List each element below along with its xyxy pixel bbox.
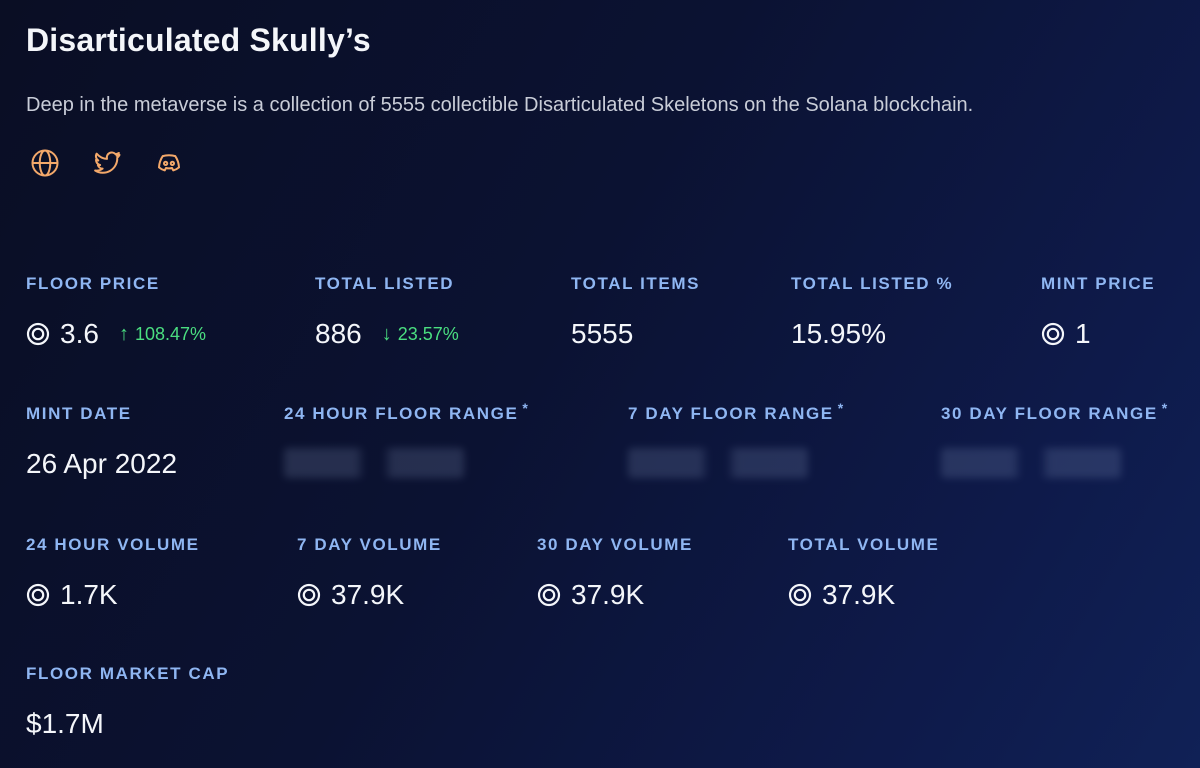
- stat-label: TOTAL LISTED: [315, 274, 455, 293]
- stat-mint-price: MINT PRICE 1: [1041, 274, 1155, 350]
- arrow-up-icon: ↑: [118, 322, 129, 345]
- total-items-value: 5555: [571, 318, 634, 349]
- total-listed-value: 886: [315, 318, 362, 349]
- stat-floor-range-30d: 30 DAY FLOOR RANGE *: [941, 400, 1169, 478]
- blurred-value: [628, 448, 808, 478]
- stat-floor-range-24h: 24 HOUR FLOOR RANGE *: [284, 400, 530, 478]
- volume-30d-value: 37.9K: [571, 579, 645, 610]
- stat-label: MINT DATE: [26, 404, 132, 423]
- social-links: [28, 146, 186, 180]
- total-listed-change: ↓ 23.57%: [382, 323, 459, 346]
- stat-volume-30d: 30 DAY VOLUME 37.9K: [537, 535, 693, 611]
- solana-icon: [26, 322, 50, 346]
- floor-market-cap-value: $1.7M: [26, 708, 104, 739]
- globe-icon: [31, 149, 59, 177]
- volume-7d-value: 37.9K: [331, 579, 405, 610]
- stat-label: FLOOR MARKET CAP: [26, 664, 230, 683]
- twitter-icon: [94, 151, 121, 174]
- stat-label: TOTAL VOLUME: [788, 535, 940, 554]
- stat-floor-price: FLOOR PRICE 3.6 ↑ 108.47%: [26, 274, 206, 350]
- volume-total-value: 37.9K: [822, 579, 896, 610]
- discord-link[interactable]: [152, 146, 186, 180]
- stat-total-items: TOTAL ITEMS 5555: [571, 274, 700, 350]
- stat-volume-total: TOTAL VOLUME 37.9K: [788, 535, 939, 611]
- stat-value: 1: [1041, 318, 1155, 350]
- floor-price-change-value: 108.47%: [134, 323, 206, 344]
- stat-value: 886 ↓ 23.57%: [315, 318, 459, 350]
- stat-label: 24 HOUR VOLUME: [26, 535, 200, 554]
- stat-mint-date: MINT DATE 26 Apr 2022: [26, 404, 177, 480]
- discord-icon: [158, 154, 180, 172]
- total-listed-pct-value: 15.95%: [791, 318, 886, 349]
- stat-label: 7 DAY VOLUME: [297, 535, 442, 554]
- stat-value: 37.9K: [788, 579, 939, 611]
- total-listed-change-value: 23.57%: [397, 323, 459, 344]
- floor-price-value: 3.6: [60, 318, 99, 349]
- solana-icon: [788, 583, 812, 607]
- stat-label: 30 DAY FLOOR RANGE *: [941, 400, 1169, 423]
- stat-label: 30 DAY VOLUME: [537, 535, 693, 554]
- stat-volume-24h: 24 HOUR VOLUME 1.7K: [26, 535, 200, 611]
- stat-label: 24 HOUR FLOOR RANGE *: [284, 400, 530, 423]
- mint-price-value: 1: [1075, 318, 1091, 349]
- stat-value: 1.7K: [26, 579, 200, 611]
- blurred-value: [284, 448, 464, 478]
- twitter-link[interactable]: [90, 146, 124, 180]
- solana-icon: [1041, 322, 1065, 346]
- stat-label: MINT PRICE: [1041, 274, 1156, 293]
- solana-icon: [26, 583, 50, 607]
- stat-label: FLOOR PRICE: [26, 274, 160, 293]
- blurred-value: [941, 448, 1121, 478]
- solana-icon: [537, 583, 561, 607]
- stat-label: 7 DAY FLOOR RANGE *: [628, 400, 845, 423]
- stat-value: 3.6 ↑ 108.47%: [26, 318, 206, 350]
- stat-floor-market-cap: FLOOR MARKET CAP $1.7M: [26, 664, 229, 740]
- stat-floor-range-7d: 7 DAY FLOOR RANGE *: [628, 400, 845, 478]
- arrow-down-icon: ↓: [381, 322, 392, 345]
- mint-date-value: 26 Apr 2022: [26, 448, 178, 479]
- collection-title: Disarticulated Skully’s: [26, 22, 371, 58]
- stat-value: 37.9K: [537, 579, 693, 611]
- stat-total-listed-pct: TOTAL LISTED % 15.95%: [791, 274, 953, 350]
- stat-volume-7d: 7 DAY VOLUME 37.9K: [297, 535, 442, 611]
- collection-description: Deep in the metaverse is a collection of…: [26, 94, 974, 116]
- stat-total-listed: TOTAL LISTED 886 ↓ 23.57%: [315, 274, 459, 350]
- stat-value: 37.9K: [297, 579, 442, 611]
- solana-icon: [297, 583, 321, 607]
- volume-24h-value: 1.7K: [60, 579, 118, 610]
- website-link[interactable]: [28, 146, 62, 180]
- stat-label: TOTAL ITEMS: [571, 274, 701, 293]
- floor-price-change: ↑ 108.47%: [119, 323, 206, 346]
- stat-label: TOTAL LISTED %: [791, 274, 954, 293]
